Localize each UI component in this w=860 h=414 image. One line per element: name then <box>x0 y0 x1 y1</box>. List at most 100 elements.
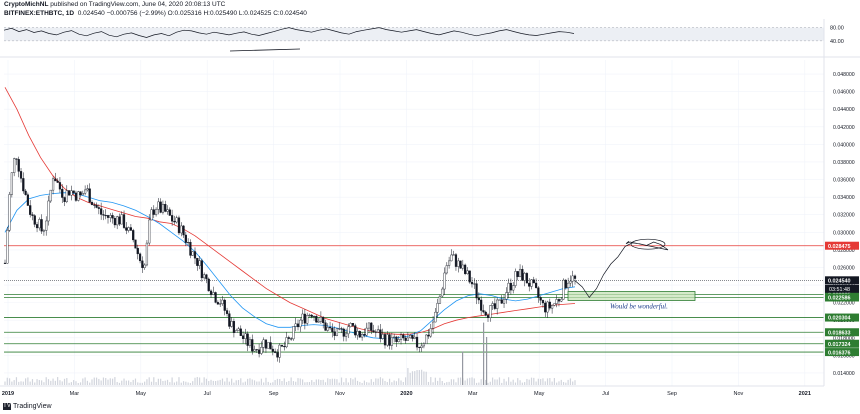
candle-body <box>509 282 513 291</box>
candle-body <box>278 344 281 358</box>
volume-bar <box>187 382 189 385</box>
candle-body <box>127 227 130 231</box>
volume-bar <box>311 380 313 385</box>
candle-body <box>420 345 423 348</box>
volume-bar <box>512 379 514 385</box>
price-tick-label: 0.034000 <box>833 195 855 201</box>
price-tick-label: 0.044000 <box>833 107 855 113</box>
price-tag-label: 0.017324 <box>828 342 850 348</box>
publisher-name[interactable]: CryptoMichNL <box>4 1 49 8</box>
volume-bar <box>505 381 507 385</box>
volume-bar <box>194 377 196 385</box>
candle-body <box>246 333 249 346</box>
candle-body <box>447 260 451 266</box>
candle-body <box>516 271 519 277</box>
candle-body <box>573 275 577 279</box>
candle-body <box>49 189 52 202</box>
volume-bar <box>542 378 544 385</box>
volume-bar <box>244 381 246 385</box>
candle-body <box>301 313 304 321</box>
volume-bar <box>446 382 448 385</box>
candle-body <box>264 339 268 349</box>
candle-body <box>10 172 13 195</box>
candle-body <box>196 257 199 266</box>
volume-bar <box>169 382 171 385</box>
moving-average-slow <box>4 87 576 335</box>
candle-body <box>480 299 483 311</box>
volume-bar <box>38 380 40 385</box>
volume-bar <box>249 378 251 385</box>
volume-bar <box>565 382 567 385</box>
time-axis[interactable]: 2019 Mar May Jul Sep Nov 2020 Mar May Jul Sep Nov 20… <box>2 391 811 397</box>
candle-body <box>491 303 494 306</box>
candle-body <box>67 190 71 196</box>
candle-body <box>427 334 430 337</box>
volume-bar <box>558 381 560 385</box>
candle-body <box>299 319 302 328</box>
candle-body <box>413 336 416 339</box>
volume-bar <box>212 380 214 385</box>
volume-bar <box>242 382 244 385</box>
time-tick-label: Nov <box>734 391 744 397</box>
symbol-label[interactable]: BITFINEX:ETHBTC, 1D <box>4 10 75 17</box>
candle-body <box>6 229 9 264</box>
price-tick-label: 0.030000 <box>833 230 855 236</box>
volume-bar <box>370 379 372 385</box>
candle-body <box>38 219 41 229</box>
candle-body <box>349 323 352 327</box>
candle-body <box>157 201 160 210</box>
volume-bar <box>43 382 45 385</box>
candle-body <box>97 207 100 209</box>
volume-bar <box>553 378 555 385</box>
ohlc-values: 0.024540 −0.000756 (−2.99%) O:0.025316 H… <box>77 10 307 17</box>
candle-body <box>47 200 50 222</box>
candle-body <box>397 339 400 342</box>
price-tick-label: 0.022000 <box>833 301 855 307</box>
volume-bar <box>130 382 132 385</box>
candle-body <box>3 262 7 264</box>
publish-text: published on TradingView.com, June 04, 2… <box>48 1 226 8</box>
volume-bar <box>111 378 114 385</box>
tradingview-brand[interactable]: TV TradingView <box>3 403 52 410</box>
volume-bar <box>489 381 491 385</box>
volume-bar <box>102 377 105 385</box>
volume-bar <box>421 369 423 385</box>
price-axis[interactable]: 80.00 40.00 0.048000 0.046000 0.044000 0.0420… <box>823 19 859 386</box>
candle-body <box>214 292 217 303</box>
candle-body <box>434 311 437 323</box>
candle-body <box>525 273 529 284</box>
candle-body <box>274 351 277 353</box>
volume-bar <box>425 371 427 385</box>
volume-bar <box>301 379 304 385</box>
candle-body <box>187 242 190 244</box>
volume-bar <box>285 381 288 385</box>
candlesticks <box>3 156 577 363</box>
price-tick-label: 0.018000 <box>833 336 855 342</box>
candle-body <box>484 311 487 316</box>
volume-bar <box>453 379 455 385</box>
candle-body <box>292 326 295 340</box>
volume-bar <box>228 381 230 385</box>
candle-body <box>72 190 75 194</box>
volume-bar <box>388 378 391 385</box>
volume-bar <box>20 381 22 385</box>
price-tag <box>825 348 859 357</box>
volume-bar <box>31 379 34 385</box>
price-tag-label: 0.020304 <box>828 316 850 322</box>
candle-body <box>118 216 121 225</box>
candle-body <box>567 282 570 289</box>
volume-bar <box>208 381 210 385</box>
candle-body <box>145 242 149 266</box>
volume-bar <box>343 382 345 385</box>
candle-body <box>237 328 240 331</box>
volume-bar <box>141 382 143 385</box>
volume-bar <box>155 382 157 385</box>
candle-body <box>296 323 300 328</box>
volume-bar <box>221 378 224 385</box>
volume-bar <box>448 381 450 385</box>
candle-body <box>136 247 139 255</box>
volume-spike <box>483 322 485 385</box>
volume-bar <box>443 382 446 385</box>
candle-body <box>276 352 279 358</box>
